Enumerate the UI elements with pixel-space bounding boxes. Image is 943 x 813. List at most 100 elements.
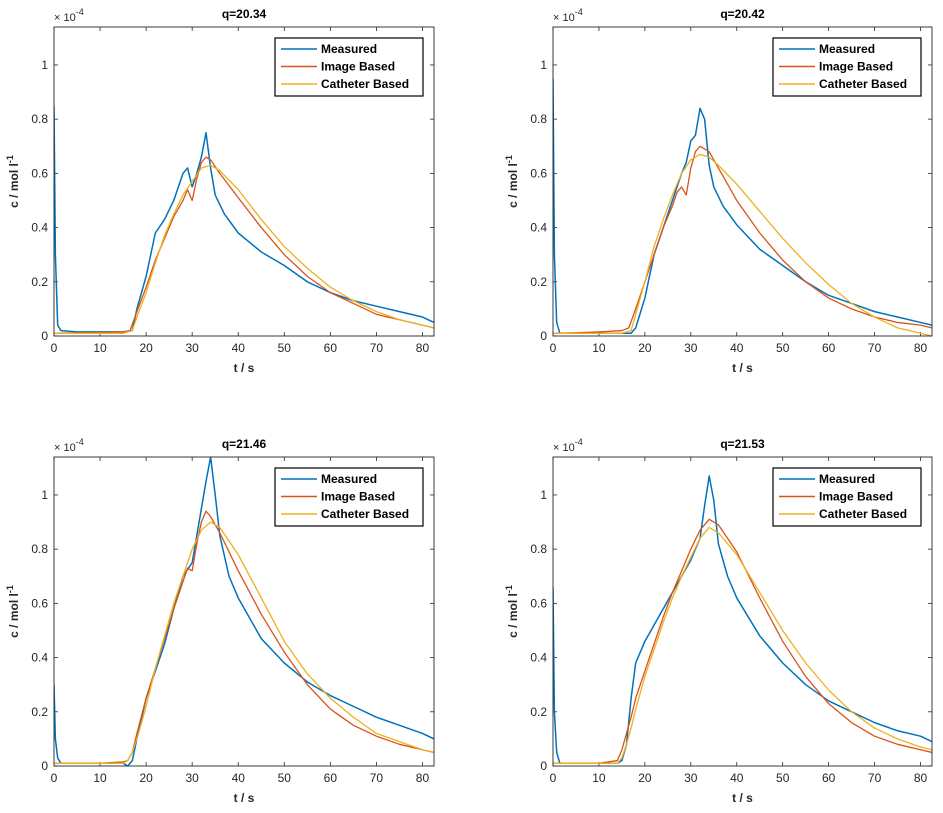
y-tick-label: 0 xyxy=(540,759,547,773)
x-tick-label: 60 xyxy=(324,771,338,785)
y-axis-label-superscript: -1 xyxy=(5,585,15,593)
x-axis-label: t / s xyxy=(732,361,753,375)
x-tick-label: 30 xyxy=(684,771,698,785)
chart-title: q=20.34 xyxy=(222,7,267,21)
chart-panel-4: 0 10 20 30 40 50 60 70 80 0 0.2 0.4 0.6 0.8 1 q=21.53 × … xyxy=(504,437,933,805)
x-tick-label: 20 xyxy=(139,341,153,355)
x-tick-label: 70 xyxy=(370,341,384,355)
y-tick-label: 0.6 xyxy=(31,166,48,180)
x-tick-label: 40 xyxy=(232,341,246,355)
x-tick-label: 50 xyxy=(776,771,790,785)
legend-entry: Catheter Based xyxy=(819,507,907,521)
y-tick-label: 0.4 xyxy=(530,651,547,665)
x-tick-label: 60 xyxy=(822,341,836,355)
x-tick-label: 60 xyxy=(822,771,836,785)
chart-title: q=21.46 xyxy=(222,437,267,451)
y-tick-label: 0.2 xyxy=(31,705,48,719)
y-tick-label: 0.6 xyxy=(31,596,48,610)
x-tick-label: 10 xyxy=(93,771,107,785)
x-tick-label: 60 xyxy=(324,341,338,355)
y-tick-label: 0.8 xyxy=(31,112,48,126)
y-tick-label: 0.4 xyxy=(530,221,547,235)
series-line-image-based xyxy=(553,145,932,334)
x-axis-label: t / s xyxy=(732,791,753,805)
y-exponent-label: × 10-4 xyxy=(553,7,583,24)
y-exponent-base: × 10 xyxy=(54,442,76,454)
y-tick-label: 1 xyxy=(41,58,48,72)
x-tick-label: 0 xyxy=(550,771,557,785)
y-axis-label-text: c / mol l xyxy=(7,593,21,638)
y-tick-label: 0.2 xyxy=(530,275,547,289)
y-axis-label: c / mol l-1 xyxy=(504,585,520,638)
series-line-catheter-based xyxy=(553,526,932,764)
x-tick-label: 80 xyxy=(914,341,928,355)
x-tick-label: 50 xyxy=(278,341,292,355)
legend-box xyxy=(772,467,922,527)
x-tick-label: 10 xyxy=(93,341,107,355)
y-axis-label: c / mol l-1 xyxy=(5,585,21,638)
y-axis-label-superscript: -1 xyxy=(5,155,15,163)
y-exponent-power: -4 xyxy=(76,437,84,447)
y-axis-label-text: c / mol l xyxy=(506,593,520,638)
axes-box xyxy=(53,456,435,767)
y-exponent-power: -4 xyxy=(76,7,84,17)
series-line-catheter-based xyxy=(54,521,434,764)
x-tick-label: 40 xyxy=(232,771,246,785)
x-tick-label: 0 xyxy=(51,771,58,785)
legend-entry: Measured xyxy=(819,42,875,56)
y-tick-label: 0.8 xyxy=(31,542,48,556)
y-tick-label: 1 xyxy=(540,488,547,502)
y-exponent-power: -4 xyxy=(575,7,583,17)
y-tick-label: 0.4 xyxy=(31,221,48,235)
y-exponent-power: -4 xyxy=(575,437,583,447)
x-tick-label: 20 xyxy=(638,771,652,785)
legend-entry: Measured xyxy=(321,42,377,56)
legend: Measured Image Based Catheter Based xyxy=(274,37,424,97)
chart-panel-2: 0 10 20 30 40 50 60 70 80 0 0.2 0.4 0.6 0.8 1 q=20.42 × … xyxy=(504,7,933,375)
x-axis-label: t / s xyxy=(234,791,255,805)
legend-entry: Catheter Based xyxy=(321,507,409,521)
chart-title: q=20.42 xyxy=(720,7,765,21)
y-exponent-label: × 10-4 xyxy=(54,7,84,24)
y-exponent-label: × 10-4 xyxy=(54,437,84,454)
x-tick-label: 10 xyxy=(592,341,606,355)
y-axis-label-superscript: -1 xyxy=(504,155,514,163)
y-exponent-base: × 10 xyxy=(553,442,575,454)
series-line-catheter-based xyxy=(54,164,434,334)
x-tick-label: 70 xyxy=(868,341,882,355)
y-axis-label-text: c / mol l xyxy=(506,163,520,208)
axes-box xyxy=(552,26,933,337)
y-tick-label: 0.6 xyxy=(530,166,547,180)
y-exponent-base: × 10 xyxy=(54,12,76,24)
chart-title: q=21.53 xyxy=(720,437,765,451)
x-tick-label: 50 xyxy=(278,771,292,785)
series-line-catheter-based xyxy=(553,153,932,336)
x-tick-label: 30 xyxy=(186,771,200,785)
y-tick-label: 1 xyxy=(41,488,48,502)
chart-panel-1: 0 10 20 30 40 50 60 70 80 0 0.2 0.4 0.6 0.8 1 q=20.34 × … xyxy=(5,7,435,375)
axes-box xyxy=(53,26,435,337)
y-axis-label: c / mol l-1 xyxy=(5,155,21,208)
y-exponent-label: × 10-4 xyxy=(553,437,583,454)
x-tick-label: 0 xyxy=(51,341,58,355)
y-tick-label: 0.8 xyxy=(530,112,547,126)
y-tick-label: 0.8 xyxy=(530,542,547,556)
legend-entry: Measured xyxy=(321,472,377,486)
legend-entry: Image Based xyxy=(321,60,395,74)
x-tick-label: 80 xyxy=(416,771,430,785)
y-exponent-base: × 10 xyxy=(553,12,575,24)
y-tick-label: 0 xyxy=(41,759,48,773)
x-tick-label: 80 xyxy=(914,771,928,785)
y-tick-label: 0.4 xyxy=(31,651,48,665)
legend-entry: Catheter Based xyxy=(321,77,409,91)
y-tick-label: 0 xyxy=(540,329,547,343)
axes-box xyxy=(552,456,933,767)
x-tick-label: 20 xyxy=(139,771,153,785)
x-tick-label: 30 xyxy=(684,341,698,355)
legend-entry: Measured xyxy=(819,472,875,486)
legend: Measured Image Based Catheter Based xyxy=(772,467,922,527)
y-axis-label-text: c / mol l xyxy=(7,163,21,208)
x-tick-label: 70 xyxy=(868,771,882,785)
x-tick-label: 80 xyxy=(416,341,430,355)
